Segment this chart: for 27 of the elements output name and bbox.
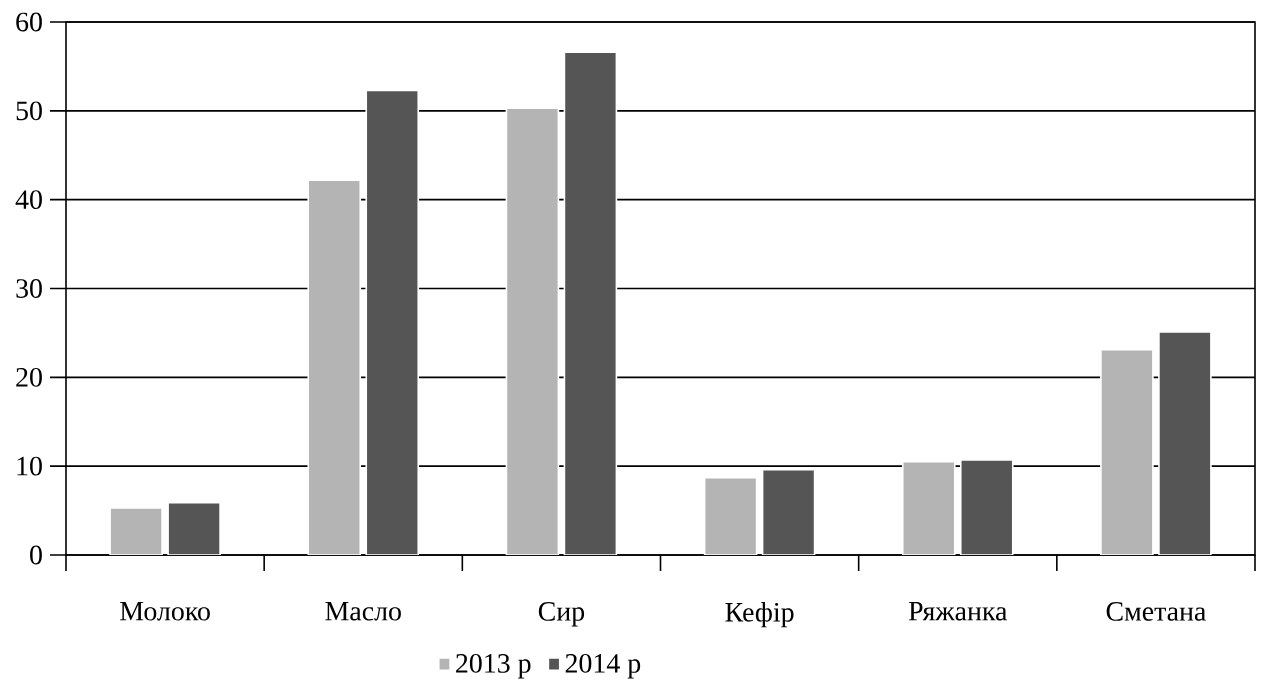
- bar: [901, 460, 956, 555]
- x-tick-label: Ряжанка: [908, 602, 1008, 621]
- bar: [563, 51, 618, 555]
- bar: [307, 179, 362, 555]
- bar: [505, 107, 560, 555]
- x-tick-label: Сир: [538, 602, 585, 627]
- y-tick-label: 20: [16, 367, 42, 387]
- bar: [365, 89, 420, 555]
- x-tick-label: Сметана: [1106, 602, 1206, 621]
- x-tick-label: Молоко: [120, 602, 210, 621]
- y-tick-label: 10: [17, 456, 42, 476]
- bar: [959, 459, 1014, 555]
- legend-label: 2014 р: [565, 653, 641, 679]
- bar: [109, 507, 163, 555]
- bar: [761, 468, 816, 555]
- x-tick-label: Масло: [325, 602, 401, 621]
- bar: [1100, 348, 1154, 555]
- bar: [167, 501, 221, 555]
- bar: [703, 476, 758, 555]
- legend-label: 2013 р: [456, 653, 531, 679]
- y-tick-label: 40: [15, 190, 42, 210]
- y-tick-label: 30: [16, 279, 42, 298]
- bar: [1158, 331, 1212, 555]
- x-tick-label: Кефір: [725, 602, 794, 628]
- y-tick-label: 50: [16, 101, 42, 121]
- y-tick-label: 0: [30, 545, 42, 565]
- y-tick-label: 60: [16, 12, 42, 32]
